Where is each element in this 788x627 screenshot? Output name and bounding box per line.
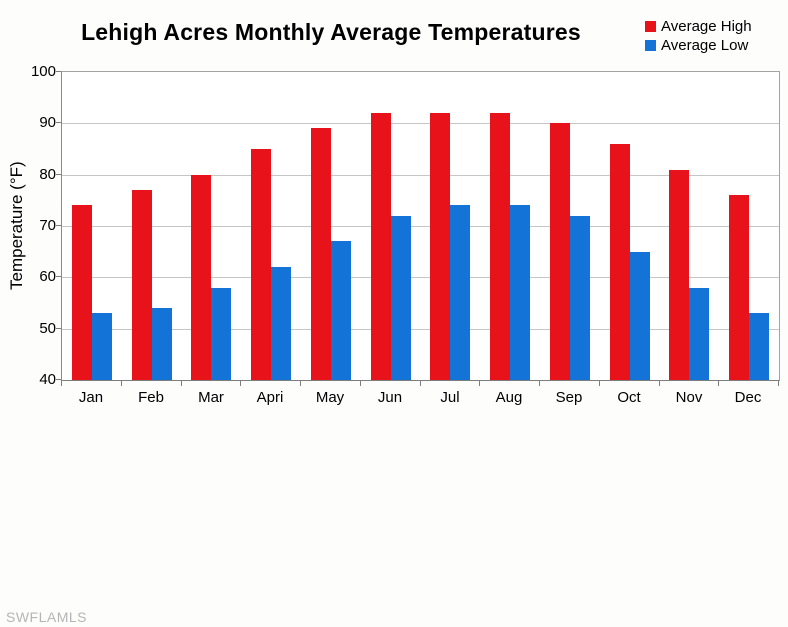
- bar-average-low-jun: [390, 215, 411, 380]
- bar-average-low-feb: [151, 308, 172, 380]
- x-tick: [121, 381, 122, 386]
- y-tick: [56, 225, 61, 226]
- bar-average-high-nov: [669, 169, 690, 380]
- y-tick-label: 90: [39, 114, 56, 131]
- bar-average-high-may: [310, 128, 331, 380]
- gridline: [62, 329, 779, 330]
- x-tick-label: Feb: [138, 389, 164, 406]
- x-tick-label: Dec: [734, 389, 762, 406]
- y-tick-label: 60: [39, 268, 56, 285]
- bar-average-low-jan: [91, 313, 112, 380]
- bar-average-high-sep: [549, 123, 570, 380]
- y-tick-label: 70: [39, 217, 56, 234]
- x-tick: [61, 381, 62, 386]
- y-tick: [56, 71, 61, 72]
- legend-swatch-high-icon: [645, 21, 656, 32]
- x-tick: [479, 381, 480, 386]
- bar-average-high-jan: [71, 205, 92, 380]
- y-tick: [56, 379, 61, 380]
- gridline: [62, 277, 779, 278]
- legend-label-average-high: Average High: [661, 18, 752, 35]
- x-tick: [539, 381, 540, 386]
- bar-average-low-sep: [569, 215, 590, 380]
- bar-average-low-may: [330, 241, 351, 380]
- y-tick-label: 80: [39, 166, 56, 183]
- x-tick: [360, 381, 361, 386]
- bar-average-low-dec: [749, 313, 770, 380]
- plot-area: [61, 71, 780, 381]
- x-tick: [420, 381, 421, 386]
- x-tick-label: Jan: [78, 389, 104, 406]
- bar-average-low-aug: [510, 205, 531, 380]
- x-tick: [300, 381, 301, 386]
- x-tick: [599, 381, 600, 386]
- gridline: [62, 123, 779, 124]
- legend-item-average-high: Average High: [645, 18, 752, 35]
- legend: Average High Average Low: [645, 18, 752, 54]
- y-tick-label: 40: [39, 371, 56, 388]
- bar-average-high-jun: [370, 113, 391, 380]
- y-tick: [56, 174, 61, 175]
- gridline: [62, 226, 779, 227]
- legend-swatch-low-icon: [645, 40, 656, 51]
- y-tick: [56, 328, 61, 329]
- x-tick-label: Mar: [198, 389, 224, 406]
- bar-average-high-apri: [251, 149, 272, 380]
- bar-average-low-oct: [629, 251, 650, 380]
- x-tick-label: Jun: [377, 389, 403, 406]
- chart-title: Lehigh Acres Monthly Average Temperature…: [81, 19, 581, 45]
- bar-average-high-mar: [191, 174, 212, 380]
- x-tick-label: Jul: [440, 389, 460, 406]
- bar-average-high-feb: [131, 190, 152, 380]
- legend-item-average-low: Average Low: [645, 37, 752, 54]
- x-tick-label: May: [315, 389, 345, 406]
- bar-average-high-aug: [490, 113, 511, 380]
- x-tick: [659, 381, 660, 386]
- x-tick-label: Nov: [675, 389, 703, 406]
- legend-label-average-low: Average Low: [661, 37, 749, 54]
- x-tick: [778, 381, 779, 386]
- bar-average-high-dec: [729, 195, 750, 380]
- y-tick-label: 100: [30, 63, 56, 80]
- y-tick: [56, 276, 61, 277]
- x-tick: [240, 381, 241, 386]
- bar-average-low-nov: [689, 287, 710, 380]
- y-tick-label: 50: [39, 320, 56, 337]
- bar-average-low-jul: [450, 205, 471, 380]
- x-tick: [181, 381, 182, 386]
- bar-average-low-mar: [211, 287, 232, 380]
- gridline: [62, 175, 779, 176]
- x-tick-label: Oct: [617, 389, 641, 406]
- bar-average-high-jul: [430, 113, 451, 380]
- x-tick-label: Aug: [495, 389, 523, 406]
- x-tick-label: Sep: [555, 389, 583, 406]
- watermark: SWFLAMLS: [6, 609, 88, 625]
- y-tick: [56, 122, 61, 123]
- bar-average-low-apri: [271, 267, 292, 380]
- bar-average-high-oct: [609, 143, 630, 380]
- x-tick-label: Apri: [256, 389, 284, 406]
- x-tick: [718, 381, 719, 386]
